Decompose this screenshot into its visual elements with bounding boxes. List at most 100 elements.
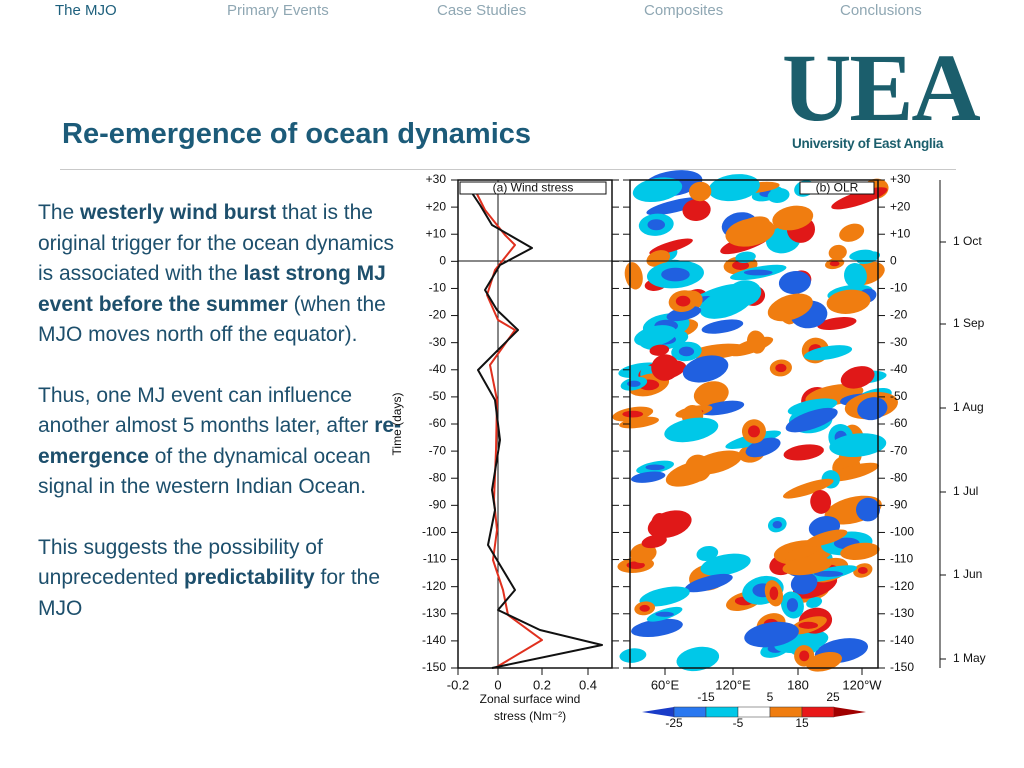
y-tick-label-right: -140 — [890, 633, 914, 647]
title-rule — [60, 169, 956, 170]
olr-core — [799, 650, 810, 662]
olr-blob — [726, 280, 762, 307]
text-run: (when the MJO moves north off the equato… — [38, 292, 386, 347]
olr-core — [786, 598, 799, 612]
olr-blob — [689, 450, 743, 475]
olr-blob — [700, 553, 751, 576]
nav-item[interactable]: Composites — [644, 2, 724, 19]
olr-blob — [840, 542, 880, 560]
y-tick-label-right: -10 — [890, 281, 908, 295]
text-run: of the dynamical ocean signal in the wes… — [38, 444, 371, 499]
y-tick-label-right: -100 — [890, 525, 914, 539]
y-tick-label: +10 — [426, 226, 447, 240]
olr-blob — [806, 596, 823, 608]
olr-blob — [646, 250, 671, 267]
y-tick-label: -20 — [429, 308, 447, 322]
text-run: This suggests the possibility of unprece… — [38, 535, 323, 590]
x-tick-label: 0 — [494, 677, 501, 692]
olr-blob — [784, 544, 822, 561]
olr-blob — [632, 177, 683, 203]
y-tick-label: +30 — [426, 172, 447, 186]
olr-core — [732, 260, 750, 270]
olr-blob — [630, 543, 657, 564]
olr-core — [645, 464, 665, 471]
olr-blob — [857, 397, 888, 421]
olr-blob — [778, 270, 811, 295]
bold-text: predictability — [183, 566, 315, 589]
olr-core — [743, 269, 773, 276]
olr-blob — [767, 188, 790, 203]
y-axis-label: Time (days) — [390, 393, 404, 456]
colorbar-label: 25 — [826, 690, 840, 704]
olr-blob — [634, 325, 677, 347]
olr-blob — [624, 262, 643, 290]
panel-a-label: (a) Wind stress — [493, 181, 574, 195]
olr-core — [622, 410, 644, 418]
y-tick-label: -10 — [429, 281, 447, 295]
text-run: Thus, one MJ event can influence another… — [38, 383, 375, 438]
y-tick-label: -130 — [422, 606, 446, 620]
olr-core — [813, 570, 844, 577]
colorbar-end — [642, 707, 674, 717]
text-run: that is the original trigger for the oce… — [38, 201, 395, 285]
bold-text: last strong MJ event before the summer — [38, 262, 386, 316]
nav-item[interactable]: The MJO — [55, 2, 117, 19]
nav-item[interactable]: Primary Events — [227, 2, 329, 19]
nav-item[interactable]: Case Studies — [437, 2, 527, 19]
y-tick-label-right: -70 — [890, 443, 908, 457]
y-tick-label-right: -90 — [890, 498, 908, 512]
olr-blob — [839, 223, 865, 242]
olr-blob — [803, 345, 853, 361]
y-tick-label-right: -80 — [890, 470, 908, 484]
olr-core — [655, 611, 674, 617]
olr-core — [626, 561, 645, 569]
olr-core — [661, 267, 690, 282]
x-tick-label: 60°E — [651, 677, 680, 692]
nav-item[interactable]: Conclusions — [840, 2, 922, 19]
y-tick-label-right: 0 — [890, 254, 897, 268]
red-curve — [474, 189, 543, 669]
x-tick-label: 120°W — [842, 677, 882, 692]
text-run: for the MJO — [38, 566, 381, 620]
y-tick-label: -150 — [422, 660, 446, 674]
olr-blob — [631, 618, 683, 637]
y-tick-label: -100 — [422, 525, 446, 539]
olr-blob — [708, 174, 760, 202]
olr-blob — [639, 586, 690, 607]
olr-blob — [649, 344, 670, 356]
y-tick-label-right: -50 — [890, 389, 908, 403]
date-tick-label: 1 Aug — [953, 400, 984, 414]
x-tick-label: 180 — [787, 677, 809, 692]
olr-core — [747, 425, 760, 438]
olr-blob — [664, 417, 719, 443]
olr-blob — [682, 198, 711, 221]
y-tick-label: -140 — [422, 633, 446, 647]
olr-blob — [783, 444, 824, 461]
y-tick-label-right: -40 — [890, 362, 908, 376]
olr-blob — [782, 556, 833, 576]
olr-blob — [688, 181, 712, 202]
olr-blob — [829, 433, 887, 457]
y-tick-label: -80 — [429, 470, 447, 484]
y-tick-label: 0 — [439, 254, 446, 268]
y-tick-label: -120 — [422, 579, 446, 593]
panel-b-label: (b) OLR — [816, 181, 859, 195]
olr-blob — [651, 513, 671, 539]
x-tick-label: 120°E — [715, 677, 751, 692]
colorbar-label: -5 — [733, 716, 744, 730]
olr-blob — [684, 573, 733, 593]
paragraph: The westerly wind burst that is the orig… — [38, 198, 413, 351]
olr-blob — [682, 355, 729, 383]
x-tick-label: 0.4 — [579, 677, 597, 692]
y-tick-label: -70 — [429, 443, 447, 457]
olr-core — [769, 586, 779, 600]
y-tick-label-right: +30 — [890, 172, 911, 186]
date-tick-label: 1 Jul — [953, 484, 978, 498]
olr-blob — [630, 471, 666, 483]
olr-blob — [641, 534, 667, 549]
logo-name: University of East Anglia — [792, 136, 944, 151]
y-tick-label-right: -20 — [890, 308, 908, 322]
date-tick-label: 1 Sep — [953, 316, 985, 330]
olr-blob — [744, 621, 799, 648]
x-axis-label: stress (Nm⁻²) — [494, 709, 566, 723]
